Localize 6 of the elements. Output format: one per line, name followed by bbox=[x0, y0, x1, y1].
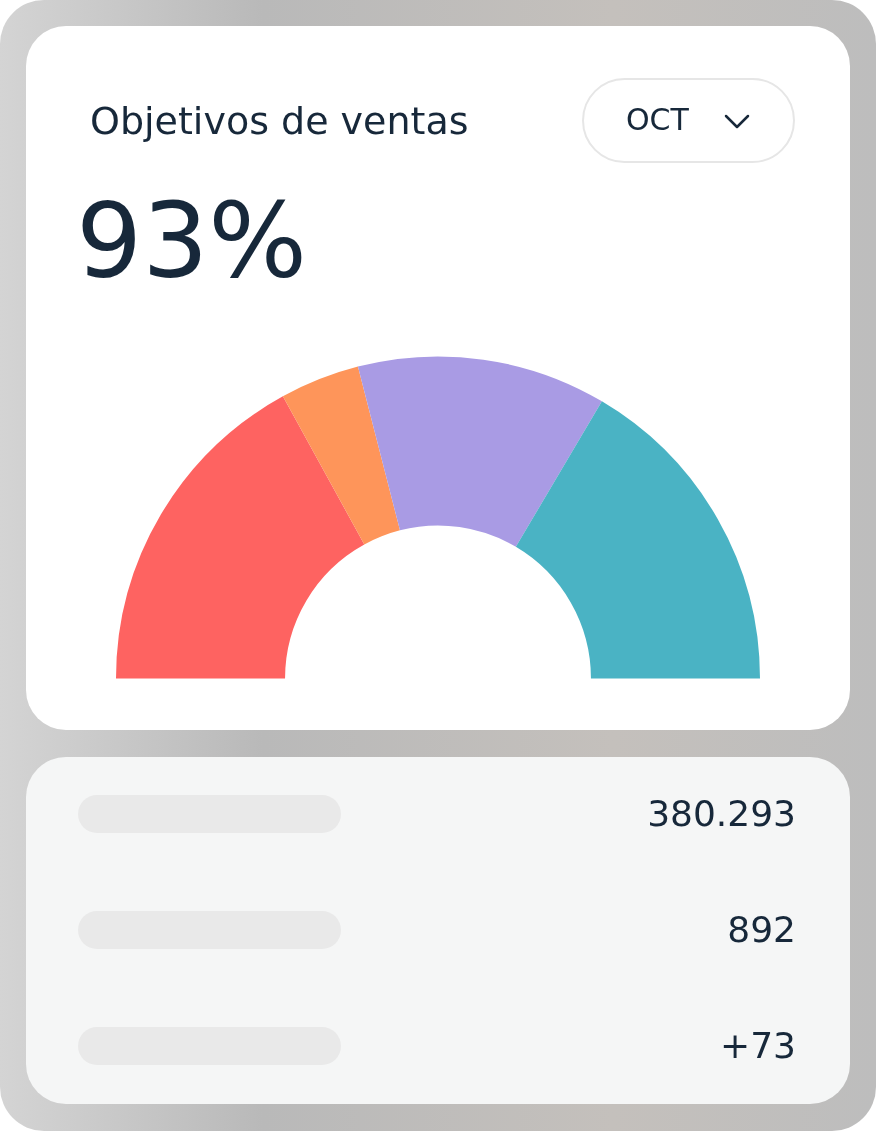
text: 93% bbox=[76, 179, 308, 304]
text: +73 bbox=[720, 1024, 796, 1068]
month-dropdown: OCT bbox=[582, 78, 795, 163]
chart-title: Objetivos de ventas bbox=[90, 98, 469, 145]
text: 380.293 bbox=[647, 792, 796, 836]
text: 892 bbox=[727, 908, 796, 952]
